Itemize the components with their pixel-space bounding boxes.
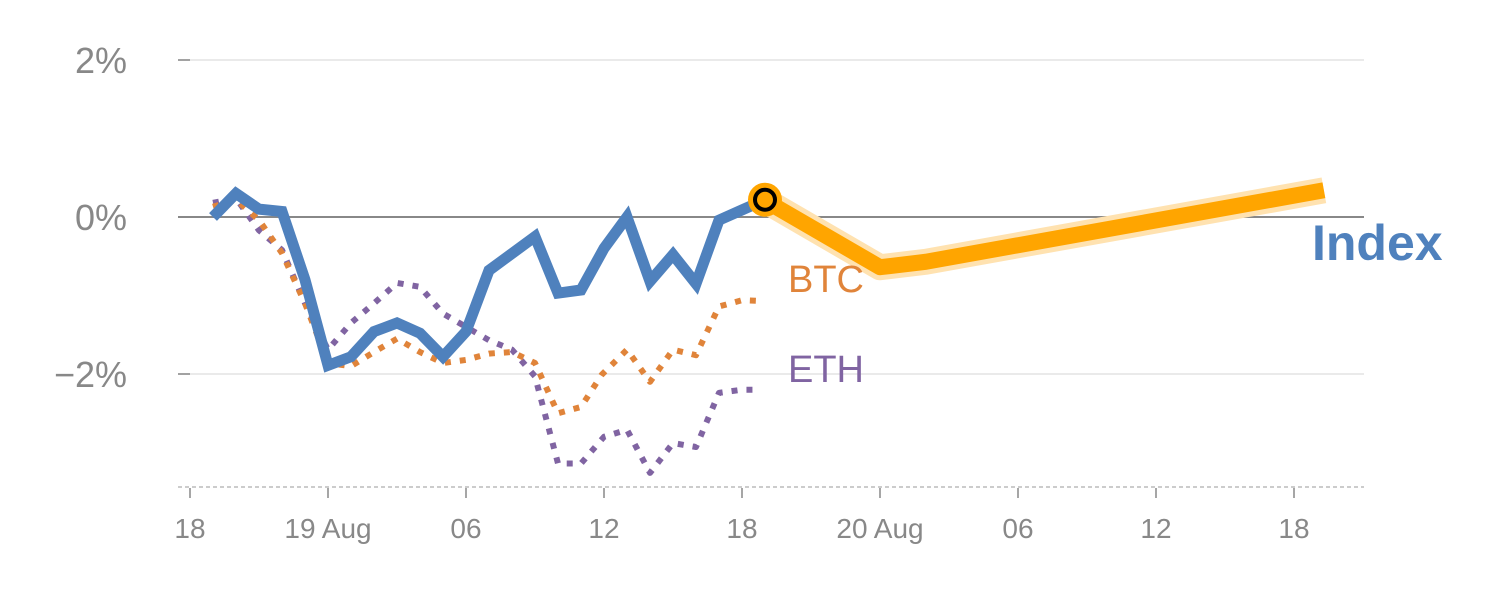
y-tick-label: −2% [54,354,127,395]
x-tick-label: 18 [1278,513,1309,544]
series-label-eth: ETH [788,349,864,391]
x-tick-label: 12 [588,513,619,544]
grid [178,59,1364,488]
x-tick-label: 06 [1002,513,1033,544]
series-label-index: Index [1312,215,1443,271]
x-tick-label: 18 [174,513,205,544]
x-tick-label: 20 Aug [836,513,923,544]
x-tick-label: 12 [1140,513,1171,544]
y-tick-label: 0% [75,197,127,238]
series-line-index [209,186,768,373]
current-point-marker [753,187,777,212]
y-tick-label: 2% [75,40,127,81]
y-axis: 2% 0% −2% [54,40,127,395]
x-tick-label: 18 [726,513,757,544]
x-tick-label: 06 [450,513,481,544]
series-line-forecast [760,182,1326,276]
series-layer [209,177,1327,476]
series-label-btc: BTC [788,259,864,301]
x-axis: 18 19 Aug 06 12 18 20 Aug 06 12 18 [174,488,1310,544]
series-line-btc [212,196,761,417]
x-tick-label: 19 Aug [284,513,371,544]
